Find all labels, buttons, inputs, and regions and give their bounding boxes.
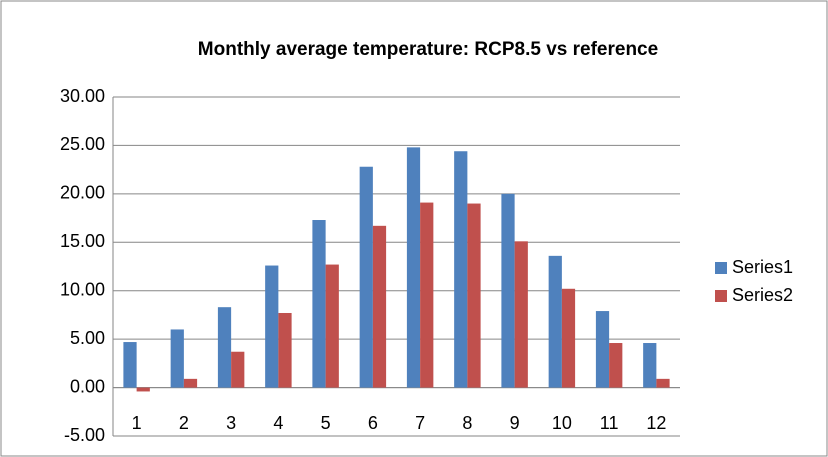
bar [372, 225, 387, 388]
y-tick-label: 15.00 [60, 231, 105, 251]
bar [183, 378, 198, 388]
legend-swatch [715, 290, 727, 302]
bar [217, 307, 232, 388]
bar [656, 378, 670, 388]
x-tick-label: 4 [273, 413, 283, 433]
y-tick-label: -5.00 [64, 425, 105, 445]
y-tick-label: 30.00 [60, 86, 105, 106]
bar [595, 311, 610, 388]
bar [265, 265, 279, 388]
bar [467, 203, 481, 388]
bar [170, 329, 184, 388]
bar [561, 288, 576, 388]
bar [359, 166, 373, 388]
legend-label: Series2 [732, 285, 793, 305]
x-tick-label: 2 [179, 413, 189, 433]
y-tick-label: 25.00 [60, 134, 105, 154]
x-tick-label: 10 [552, 413, 572, 433]
bar [548, 255, 562, 388]
x-tick-label: 3 [226, 413, 236, 433]
y-tick-label: 20.00 [60, 183, 105, 203]
bar [325, 264, 339, 388]
y-tick-label: 10.00 [60, 279, 105, 299]
x-tick-label: 12 [646, 413, 666, 433]
y-tick-label: 0.00 [70, 376, 105, 396]
legend-label: Series1 [732, 257, 793, 277]
y-tick-label: 5.00 [70, 328, 105, 348]
bar [514, 241, 528, 388]
bar [136, 387, 150, 392]
x-tick-label: 9 [510, 413, 520, 433]
bar [231, 351, 245, 388]
x-tick-label: 11 [600, 413, 619, 433]
x-tick-label: 5 [321, 413, 331, 433]
bar [312, 220, 326, 388]
bar [123, 342, 137, 388]
bar [609, 343, 623, 388]
x-tick-label: 6 [368, 413, 378, 433]
x-tick-label: 7 [415, 413, 425, 433]
x-tick-label: 8 [462, 413, 472, 433]
chart-title: Monthly average temperature: RCP8.5 vs r… [198, 39, 658, 60]
bar [501, 193, 515, 388]
bar [278, 312, 292, 388]
bar [420, 202, 434, 388]
bar [406, 147, 421, 388]
legend-swatch [715, 262, 727, 274]
bar [454, 151, 468, 388]
x-tick-label: 1 [132, 413, 142, 433]
bar [643, 343, 657, 388]
